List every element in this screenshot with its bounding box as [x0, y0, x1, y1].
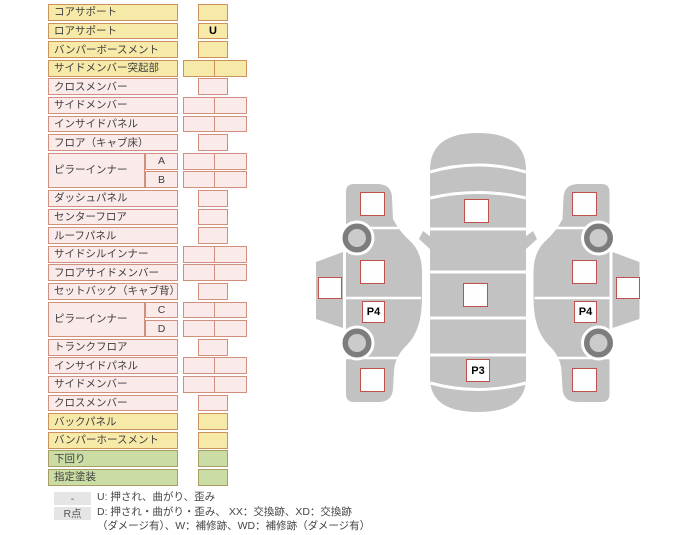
table-sub-label: B [145, 171, 178, 189]
table-row-label: コアサポート [48, 4, 178, 21]
top-view-car [419, 133, 537, 412]
table-sub-label: D [145, 320, 178, 337]
side-view-car-left [316, 184, 422, 402]
marker-roof [463, 283, 488, 307]
table-row-label: クロスメンバー [48, 78, 178, 96]
marker-hood [464, 199, 489, 223]
marker-left-rocker-panel [318, 277, 342, 299]
damage-cell [198, 469, 228, 486]
table-row-label: サイドメンバー突起部 [48, 59, 178, 77]
damage-cell [214, 152, 247, 170]
damage-cell [183, 97, 215, 114]
damage-cell [214, 115, 247, 133]
marker-left-rear-door: P4 [362, 301, 385, 323]
damage-cell [198, 338, 228, 356]
damage-cell [183, 115, 215, 133]
table-row-label: クロスメンバー [48, 394, 178, 412]
damage-cell [183, 245, 215, 263]
table-row-label: フロアサイドメンバー [48, 264, 178, 282]
marker-left-front-door [360, 260, 385, 284]
damage-cell [214, 59, 247, 77]
damage-cell [214, 376, 247, 393]
right-mirror-icon [525, 231, 537, 250]
damage-cell [198, 190, 228, 207]
legend-line-1: U: 押され、曲がり、歪み [97, 491, 216, 503]
damage-cell [198, 134, 228, 151]
damage-cell [214, 245, 247, 263]
marker-right-front-door [572, 260, 597, 284]
table-row-label: バンパーホースメント [48, 431, 178, 449]
damage-cell [198, 450, 228, 468]
damage-cell [183, 376, 215, 393]
table-row-label: ルーフパネル [48, 227, 178, 244]
damage-cell [198, 4, 228, 21]
damage-cell: U [198, 22, 228, 40]
legend-line-3: （ダメージ有）、W：補修跡、WD：補修跡（ダメージ有） [97, 520, 371, 532]
car-diagram [316, 133, 641, 412]
marker-left-rear-fender [360, 368, 385, 392]
table-row-label: トランクフロア [48, 338, 178, 356]
table-row-label: ピラーインナー [48, 301, 145, 337]
table-row-label: インサイドパネル [48, 357, 178, 375]
damage-cell [214, 357, 247, 375]
damage-cell [198, 41, 228, 58]
damage-cell [198, 78, 228, 96]
marker-right-rear-fender [572, 368, 597, 392]
table-sub-label: A [145, 152, 178, 170]
table-row-label: ダッシュパネル [48, 190, 178, 207]
damage-cell [183, 320, 215, 337]
marker-right-front-fender [572, 192, 597, 216]
table-row-label: サイドメンバー [48, 376, 178, 393]
damage-cell [198, 413, 228, 430]
left-mirror-icon [419, 231, 431, 250]
table-row-label: フロア（キャブ床） [48, 134, 178, 151]
damage-cell [183, 152, 215, 170]
damage-cell [183, 59, 215, 77]
damage-cell [198, 227, 228, 244]
marker-left-front-fender [360, 192, 385, 216]
damage-cell [183, 301, 215, 319]
damage-cell [214, 97, 247, 114]
damage-cell [198, 208, 228, 226]
marker-right-rear-door: P4 [574, 301, 597, 323]
table-row-label: サイドメンバー [48, 97, 178, 114]
table-row-label: バックパネル [48, 413, 178, 430]
damage-cell [183, 357, 215, 375]
damage-cell [198, 394, 228, 412]
damage-cell [198, 431, 228, 449]
damage-cell [198, 283, 228, 300]
damage-cell [214, 264, 247, 282]
damage-cell [214, 320, 247, 337]
table-row-label: センターフロア [48, 208, 178, 226]
table-row-label: インサイドパネル [48, 115, 178, 133]
table-row-label: サイドシルインナー [48, 245, 178, 263]
table-sub-label: C [145, 301, 178, 319]
legend-badge-dash: - [54, 492, 91, 505]
damage-cell [214, 171, 247, 189]
damage-cell [183, 264, 215, 282]
table-row-label: ピラーインナー [48, 152, 145, 189]
table-row-label: 下回り [48, 450, 178, 468]
damage-cell [183, 171, 215, 189]
table-row-label: バンパーボースメント [48, 41, 178, 58]
table-row-label: セットバック（キャブ背） [48, 283, 178, 300]
marker-trunk: P3 [466, 359, 490, 382]
legend-line-2: D: 押され・曲がり・歪み、 XX：交換跡、XD：交換跡 [97, 506, 352, 518]
table-row-label: ロアサポート [48, 22, 178, 40]
table-row-label: 指定塗装 [48, 469, 178, 486]
damage-cell [214, 301, 247, 319]
marker-right-rocker-panel [616, 277, 640, 299]
legend-badge-rpoint: R点 [54, 507, 91, 520]
